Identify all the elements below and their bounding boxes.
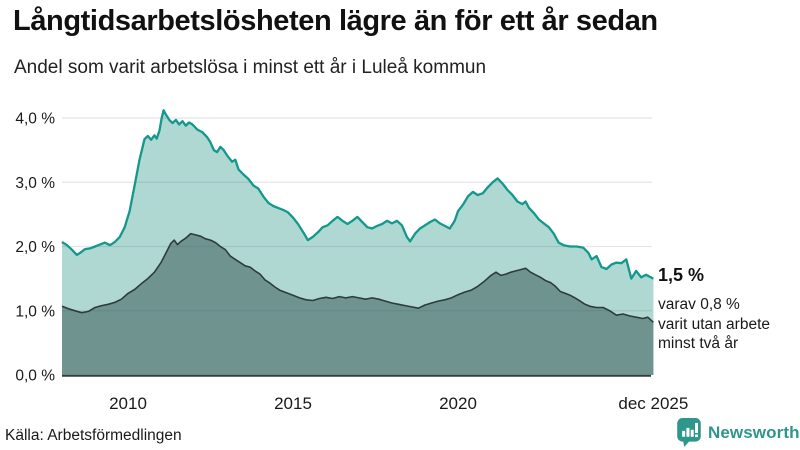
annotation-line: minst två år xyxy=(658,335,739,352)
annotation-line: varit utan arbete xyxy=(658,315,771,333)
chart-subtitle: Andel som varit arbetslösa i minst ett å… xyxy=(14,57,487,78)
x-tick-label: 2010 xyxy=(109,394,147,413)
brand-name: Newsworthy xyxy=(708,423,800,442)
series-line-min-two-years xyxy=(61,232,654,323)
logo-bar-icon xyxy=(682,430,686,437)
y-tick-label: 2,0 % xyxy=(15,239,55,256)
end-value-annotation: 1,5 % varav 0,8 % varit utan arbete mins… xyxy=(658,265,798,354)
x-tick-label: 2015 xyxy=(274,394,312,413)
page-title: Långtidsarbetslösheten lägre än för ett … xyxy=(13,5,658,37)
newsworthy-logo-icon xyxy=(677,418,701,447)
y-tick-label: 1,0 % xyxy=(15,303,55,320)
newsworthy-brand: Newsworthy xyxy=(676,418,800,448)
logo-bar-icon xyxy=(686,427,690,437)
x-tick-label: 2020 xyxy=(439,394,477,413)
logo-exclamation-icon xyxy=(695,434,698,438)
logo-exclamation-icon xyxy=(695,422,698,433)
y-tick-label: 0,0 % xyxy=(15,368,55,385)
end-value-label: 1,5 % xyxy=(658,265,705,285)
y-tick-label: 4,0 % xyxy=(15,111,55,128)
y-tick-label: 3,0 % xyxy=(15,175,55,192)
source-note: Källa: Arbetsförmedlingen xyxy=(5,427,182,444)
logo-bar-icon xyxy=(690,429,694,437)
annotation-line: varav 0,8 % xyxy=(658,296,740,313)
series-area-min-two-years xyxy=(62,233,654,375)
x-tick-label: dec 2025 xyxy=(618,394,688,413)
series-line-min-one-year xyxy=(61,109,654,280)
